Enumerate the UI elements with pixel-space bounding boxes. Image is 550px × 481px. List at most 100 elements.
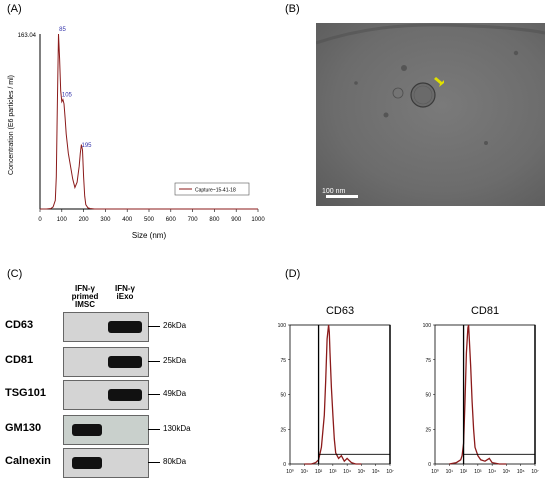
nta-size-chart: 163.04 0 100 200 300 400 500 600 700 800 900 1000 … — [8, 27, 265, 240]
small-vesicle — [401, 65, 407, 71]
x-ticks: 0 100 200 300 400 500 600 700 800 900 1000 — [38, 209, 265, 223]
band-imsc — [72, 457, 102, 469]
band-iexo — [108, 389, 142, 401]
kda-pointer — [148, 361, 160, 362]
plot-area — [40, 34, 258, 209]
legend: Capture~15-41-18 — [174, 182, 250, 196]
x-tick-label: 1000 — [251, 217, 265, 223]
kda-label: 26kDa — [163, 321, 187, 330]
blot-marker-label: GM130 — [5, 422, 42, 434]
y-tick-label: 100 — [423, 323, 432, 329]
vesicle — [410, 82, 436, 108]
x-tick-label: 300 — [100, 217, 111, 223]
blot-lane-tsg101 — [63, 380, 149, 410]
y-tick-label: 50 — [280, 393, 286, 399]
panel-label-d: (D) — [285, 268, 301, 280]
band-iexo — [108, 321, 142, 333]
blot-marker-label: CD63 — [5, 319, 34, 331]
x-tick-label: 900 — [231, 217, 242, 223]
blot-marker-label: Calnexin — [5, 455, 51, 467]
histogram-title: CD81 — [471, 305, 499, 317]
x-tick-label: 10⁶ — [517, 469, 525, 475]
blot-lane-cd63 — [63, 312, 149, 342]
column-header-imsc: IFN-γ primed IMSC — [71, 284, 99, 309]
scale-bar-label: 100 nm — [322, 188, 346, 195]
y-tick-label: 100 — [278, 323, 287, 329]
kda-label: 80kDa — [163, 457, 187, 466]
x-tick-label: 700 — [188, 217, 199, 223]
y-tick-label: 0 — [428, 462, 431, 468]
panel-label-c: (C) — [7, 268, 23, 280]
blot-lane-calnexin — [63, 448, 149, 478]
x-tick-label: 10³ — [329, 469, 337, 475]
x-tick-label: 10⁷ — [386, 469, 394, 475]
x-tick-label: 10⁷ — [531, 469, 539, 475]
x-tick-label: 400 — [122, 217, 133, 223]
x-tick-label: 10⁵ — [358, 469, 366, 475]
plot-frame — [289, 324, 391, 465]
x-tick-label: 10² — [460, 469, 468, 475]
y-tick-top: 163.04 — [18, 33, 37, 39]
kda-pointer — [148, 429, 160, 430]
blot-marker-label: TSG101 — [5, 387, 46, 399]
scale-bar — [326, 195, 358, 198]
peak-label: 105 — [62, 93, 73, 99]
small-vesicle — [383, 112, 389, 118]
column-header-iexo: IFN-γ iExo — [115, 284, 135, 301]
blot-lane-cd81 — [63, 347, 149, 377]
y-tick-label: 75 — [425, 358, 431, 364]
blot-lane-gm130 — [63, 415, 149, 445]
flow-histogram-cd81: CD81 0 25 50 75 100 10⁰ 10¹ 10² 10³ 10⁴ 10⁵ 10⁶ 10⁷ — [423, 305, 539, 475]
x-tick-label: 10¹ — [301, 469, 309, 475]
x-tick-label: 0 — [38, 217, 42, 223]
histogram-line — [304, 324, 362, 465]
x-tick-label: 10⁵ — [503, 469, 511, 475]
y-tick-label: 25 — [425, 427, 431, 433]
y-axis-label: Concentration (E6 particles / ml) — [8, 75, 15, 175]
x-tick-label: 10⁴ — [488, 469, 496, 475]
x-tick-label: 10⁰ — [286, 469, 294, 475]
x-tick-label: 10⁴ — [343, 469, 351, 475]
small-vesicle — [484, 141, 488, 145]
x-tick-label: 100 — [57, 217, 68, 223]
small-vesicle — [513, 50, 519, 56]
x-tick-label: 800 — [209, 217, 220, 223]
flow-histogram-cd63: CD63 0 25 50 75 100 10⁰ 10¹ 10² 10³ 10⁴ 10⁵ 10⁶ 10⁷ — [278, 305, 394, 475]
arrow-icon — [434, 77, 444, 87]
small-vesicle — [354, 81, 358, 85]
panel-label-a: (A) — [7, 3, 22, 15]
kda-label: 49kDa — [163, 389, 187, 398]
panel-label-b: (B) — [285, 3, 300, 15]
histogram-title: CD63 — [326, 305, 354, 317]
kda-pointer — [148, 326, 160, 327]
kda-label: 130kDa — [163, 424, 191, 433]
peak-label: 85 — [59, 27, 66, 33]
x-tick-label: 10¹ — [446, 469, 454, 475]
plot-frame — [434, 324, 536, 465]
x-tick-label: 10⁶ — [372, 469, 380, 475]
cryo-em-image: 100 nm — [316, 23, 545, 206]
series-line — [40, 33, 258, 210]
kda-label: 25kDa — [163, 356, 187, 365]
x-tick-label: 500 — [144, 217, 155, 223]
y-tick-label: 75 — [280, 358, 286, 364]
y-tick-label: 50 — [425, 393, 431, 399]
vesicle-inner — [413, 85, 433, 105]
x-tick-label: 600 — [166, 217, 177, 223]
y-tick-label: 0 — [283, 462, 286, 468]
x-tick-label: 10³ — [474, 469, 482, 475]
peak-labels: 85 105 195 — [59, 27, 92, 149]
y-tick-label: 25 — [280, 427, 286, 433]
histogram-line — [449, 324, 507, 465]
small-vesicle — [392, 87, 404, 99]
x-tick-label: 10⁰ — [431, 469, 439, 475]
band-imsc — [72, 424, 102, 436]
peak-label: 195 — [82, 143, 93, 149]
em-texture — [316, 23, 545, 145]
band-iexo — [108, 356, 142, 368]
x-tick-label: 10² — [315, 469, 323, 475]
legend-label: Capture~15-41-18 — [195, 188, 236, 194]
kda-pointer — [148, 394, 160, 395]
kda-pointer — [148, 462, 160, 463]
x-tick-label: 200 — [79, 217, 90, 223]
